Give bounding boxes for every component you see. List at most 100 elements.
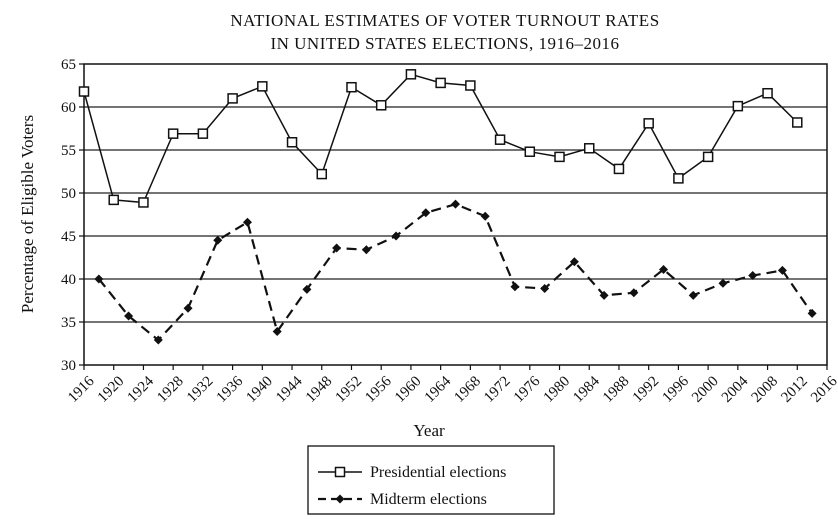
point-midterm-1982 — [569, 257, 579, 267]
chart-title-line-2: IN UNITED STATES ELECTIONS, 1916–2016 — [270, 34, 619, 53]
x-tick-label-1988: 1988 — [600, 373, 633, 406]
legend-marker-0 — [334, 466, 346, 478]
x-tick-label-1952: 1952 — [333, 373, 366, 406]
y-axis-ticks: 30 35 40 45 50 55 60 65 — [61, 57, 84, 374]
point-presidential-1956 — [375, 100, 387, 111]
point-midterm-1966 — [451, 199, 460, 209]
point-presidential-1940 — [257, 81, 268, 92]
point-midterm-1922 — [124, 311, 134, 321]
legend-box — [307, 445, 555, 515]
point-presidential-1984 — [583, 143, 595, 154]
x-axis-ticks: 1916192019241928193219361940194419481952… — [65, 365, 838, 406]
point-midterm-1942 — [272, 326, 282, 336]
x-tick-label-2004: 2004 — [719, 373, 752, 406]
point-midterm-1962 — [421, 208, 431, 218]
point-presidential-1920 — [108, 194, 119, 206]
point-midterm-1990 — [629, 288, 639, 298]
point-midterm-1970 — [480, 211, 490, 221]
point-midterm-1950 — [332, 243, 342, 253]
x-tick-label-1964: 1964 — [422, 373, 455, 406]
point-presidential-2000 — [702, 151, 714, 163]
point-midterm-1974 — [510, 282, 520, 292]
legend-item-midterm: Midterm elections — [318, 491, 487, 508]
point-presidential-1916 — [78, 86, 90, 97]
series-line-0 — [83, 73, 798, 204]
x-tick-label-1996: 1996 — [659, 373, 692, 406]
legend-label-1: Midterm elections — [370, 491, 487, 508]
x-tick-label-1944: 1944 — [273, 373, 306, 406]
point-presidential-1992 — [643, 118, 654, 129]
point-presidential-1932 — [197, 128, 209, 139]
y-tick-label-45: 45 — [61, 229, 76, 245]
point-midterm-2002 — [718, 278, 728, 288]
point-presidential-2012 — [792, 117, 803, 128]
point-presidential-1924 — [138, 197, 149, 208]
point-presidential-2004 — [732, 100, 744, 112]
x-tick-label-1924: 1924 — [125, 373, 158, 406]
point-midterm-2010 — [777, 265, 787, 275]
x-tick-label-1980: 1980 — [541, 373, 574, 406]
point-presidential-1948 — [316, 168, 328, 180]
x-tick-label-2016: 2016 — [808, 373, 838, 406]
x-axis-label: Year — [413, 421, 445, 440]
series-midterm — [94, 199, 817, 345]
x-tick-label-1916: 1916 — [65, 373, 98, 406]
point-presidential-1972 — [494, 134, 506, 145]
series-line-1 — [98, 203, 814, 342]
x-tick-label-2012: 2012 — [778, 373, 811, 406]
point-midterm-1958 — [391, 231, 401, 241]
point-midterm-1934 — [213, 235, 223, 245]
x-tick-label-2008: 2008 — [749, 373, 782, 406]
x-tick-label-1960: 1960 — [392, 373, 425, 406]
point-presidential-1964 — [435, 77, 446, 89]
point-presidential-1980 — [554, 151, 565, 163]
point-midterm-1986 — [599, 290, 609, 300]
point-midterm-1954 — [361, 245, 371, 255]
y-tick-label-55: 55 — [61, 143, 76, 159]
x-tick-label-1928: 1928 — [154, 373, 187, 406]
point-midterm-1918 — [94, 274, 104, 284]
y-tick-label-60: 60 — [61, 100, 76, 116]
legend-label-0: Presidential elections — [370, 464, 506, 481]
y-axis-label: Percentage of Eligible Voters — [18, 115, 37, 313]
point-presidential-1944 — [286, 137, 298, 148]
point-presidential-1996 — [673, 173, 684, 184]
point-midterm-2006 — [748, 271, 758, 281]
point-presidential-1968 — [465, 80, 476, 91]
x-tick-label-1992: 1992 — [630, 373, 663, 406]
series-layer — [78, 69, 817, 345]
point-midterm-1938 — [242, 217, 252, 227]
point-presidential-1928 — [167, 128, 179, 139]
series-presidential — [78, 69, 803, 208]
point-presidential-2008 — [762, 87, 773, 99]
point-presidential-1976 — [524, 146, 536, 157]
x-tick-label-1920: 1920 — [95, 373, 128, 406]
point-midterm-2014 — [807, 308, 817, 318]
point-presidential-1952 — [346, 81, 357, 93]
x-tick-label-1940: 1940 — [243, 373, 276, 406]
x-tick-label-1972: 1972 — [481, 373, 514, 406]
y-tick-label-65: 65 — [61, 57, 76, 73]
x-tick-label-1976: 1976 — [511, 373, 544, 406]
plot-frame — [83, 63, 828, 366]
point-midterm-1978 — [540, 283, 550, 293]
point-midterm-1946 — [302, 284, 312, 294]
x-tick-label-1948: 1948 — [303, 373, 336, 406]
chart-title-line-1: NATIONAL ESTIMATES OF VOTER TURNOUT RATE… — [230, 11, 659, 30]
x-tick-label-1984: 1984 — [570, 373, 603, 406]
point-midterm-1930 — [183, 303, 193, 313]
y-tick-label-50: 50 — [61, 186, 76, 202]
x-tick-label-1968: 1968 — [451, 373, 484, 406]
y-tick-label-30: 30 — [61, 358, 76, 374]
point-presidential-1960 — [405, 69, 417, 80]
legend-marker-1 — [335, 494, 345, 504]
point-midterm-1926 — [153, 335, 163, 345]
point-presidential-1936 — [227, 93, 238, 104]
point-presidential-1988 — [613, 163, 625, 175]
x-tick-label-1936: 1936 — [214, 373, 247, 406]
legend-item-presidential: Presidential elections — [318, 464, 506, 481]
point-midterm-1994 — [659, 265, 669, 275]
x-tick-label-2000: 2000 — [689, 373, 722, 406]
y-tick-label-40: 40 — [61, 272, 76, 288]
